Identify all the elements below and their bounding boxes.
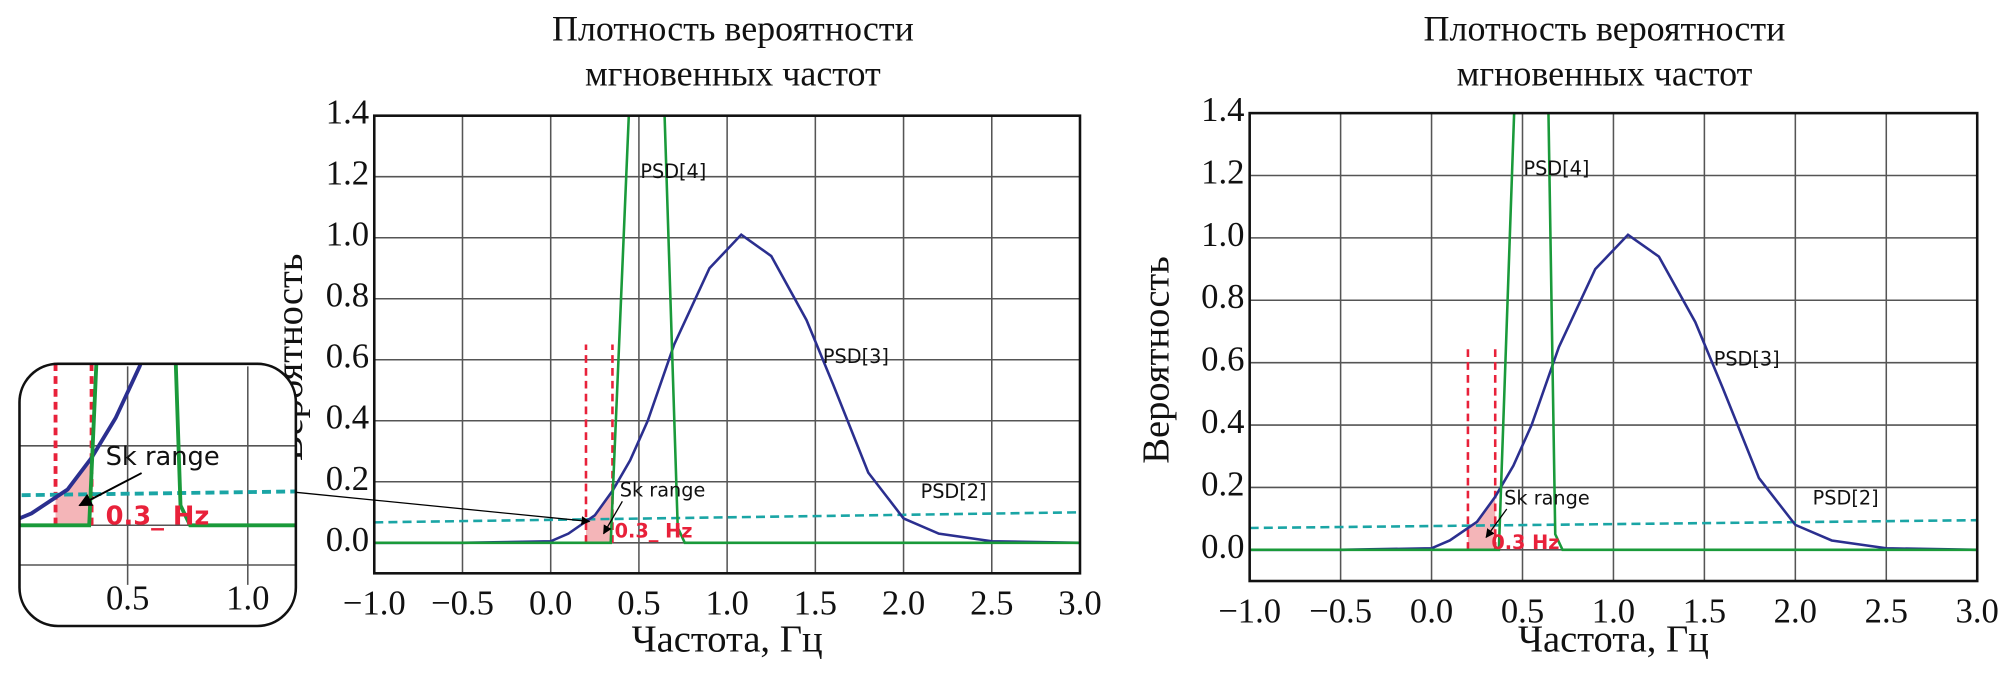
x-tick-label: 1.0 xyxy=(705,584,748,623)
zoom-pointer xyxy=(295,491,591,526)
y-tick-label: 0.4 xyxy=(326,398,369,437)
plot-frame xyxy=(372,114,1082,575)
y-tick-label: 0.4 xyxy=(1201,402,1244,441)
x-tick-label: 0.0 xyxy=(1410,591,1453,630)
y-tick-label: 0.0 xyxy=(1201,527,1244,566)
series-line xyxy=(19,363,296,528)
x-tick-label: −1.0 xyxy=(1218,591,1281,630)
annotation: 0.3 Hz xyxy=(1491,531,1559,554)
annotation: 0.3_ Hz xyxy=(615,520,693,543)
y-tick-label: 0.0 xyxy=(326,520,369,559)
plot-frame xyxy=(1248,111,1979,583)
inset-frame xyxy=(18,362,298,628)
x-tick-label: 3.0 xyxy=(1956,591,1999,630)
x-tick-label: 3.0 xyxy=(1058,584,1101,623)
inset xyxy=(19,363,296,627)
x-tick-label: 2.0 xyxy=(1774,591,1817,630)
x-tick-label: 2.5 xyxy=(970,584,1013,623)
x-tick-label: 1.5 xyxy=(1683,591,1726,630)
annotation: 0.3_ Hz xyxy=(106,501,210,531)
x-tick-label: 1.5 xyxy=(794,584,837,623)
y-tick-label: 0.2 xyxy=(326,459,369,498)
x-tick-label: 0.0 xyxy=(529,584,572,623)
plot-area xyxy=(1249,113,1978,582)
y-tick-label: 1.2 xyxy=(326,154,369,193)
series-line xyxy=(374,115,1080,545)
y-tick-label: 0.8 xyxy=(326,276,369,315)
x-tick-label: −1.0 xyxy=(343,584,406,623)
range-fill xyxy=(585,490,613,543)
series-label: PSD[3] xyxy=(823,345,889,368)
y-tick-label: 1.0 xyxy=(326,215,369,254)
plot-area xyxy=(374,115,1080,574)
y-tick-label: 0.2 xyxy=(1201,464,1244,503)
series-line xyxy=(1249,233,1978,552)
series-label: PSD[2] xyxy=(921,480,987,503)
chart-title: Плотность вероятности xyxy=(1424,8,1786,48)
series-line xyxy=(374,511,1080,524)
series-line xyxy=(1249,518,1978,530)
y-tick-label: 0.8 xyxy=(1201,277,1244,316)
x-tick-label: 0.5 xyxy=(617,584,660,623)
chart-title: мгновенных частот xyxy=(585,53,881,93)
inset-tick-label: 0.5 xyxy=(106,579,149,618)
series-line xyxy=(19,363,296,528)
series-line xyxy=(374,232,1080,545)
y-tick-label: 1.0 xyxy=(1201,215,1244,254)
x-tick-label: −0.5 xyxy=(1309,591,1372,630)
x-axis-label: Частота, Гц xyxy=(1518,619,1709,661)
range-fill xyxy=(55,457,92,526)
y-tick-label: 1.4 xyxy=(1201,90,1244,129)
chart-title: мгновенных частот xyxy=(1457,53,1753,93)
x-tick-label: 2.5 xyxy=(1865,591,1908,630)
y-tick-label: 1.4 xyxy=(326,93,369,132)
annotation-arrow xyxy=(78,472,143,507)
x-tick-label: 0.5 xyxy=(1501,591,1544,630)
series-label: PSD[4] xyxy=(640,160,706,183)
x-tick-label: −0.5 xyxy=(431,584,494,623)
x-tick-label: 2.0 xyxy=(882,584,925,623)
series-label: PSD[3] xyxy=(1714,347,1780,370)
annotation: Sk range xyxy=(620,479,706,502)
y-tick-label: 0.6 xyxy=(326,337,369,376)
annotation-arrow xyxy=(603,501,623,535)
chart-title: Плотность вероятности xyxy=(552,8,914,48)
annotation: Sk range xyxy=(106,442,220,472)
y-tick-label: 1.2 xyxy=(1201,152,1244,191)
inset-tick-label: 1.0 xyxy=(226,579,269,618)
series-label: PSD[4] xyxy=(1523,157,1589,180)
annotation: Sk range xyxy=(1504,486,1590,509)
annotation-arrow xyxy=(1485,508,1508,539)
y-tick-label: 0.6 xyxy=(1201,340,1244,379)
series-line xyxy=(1249,113,1978,552)
x-tick-label: 1.0 xyxy=(1592,591,1635,630)
x-axis-label: Частота, Гц xyxy=(632,619,823,661)
series-label: PSD[2] xyxy=(1813,486,1879,509)
y-axis-label: Вероятность xyxy=(1136,256,1178,464)
